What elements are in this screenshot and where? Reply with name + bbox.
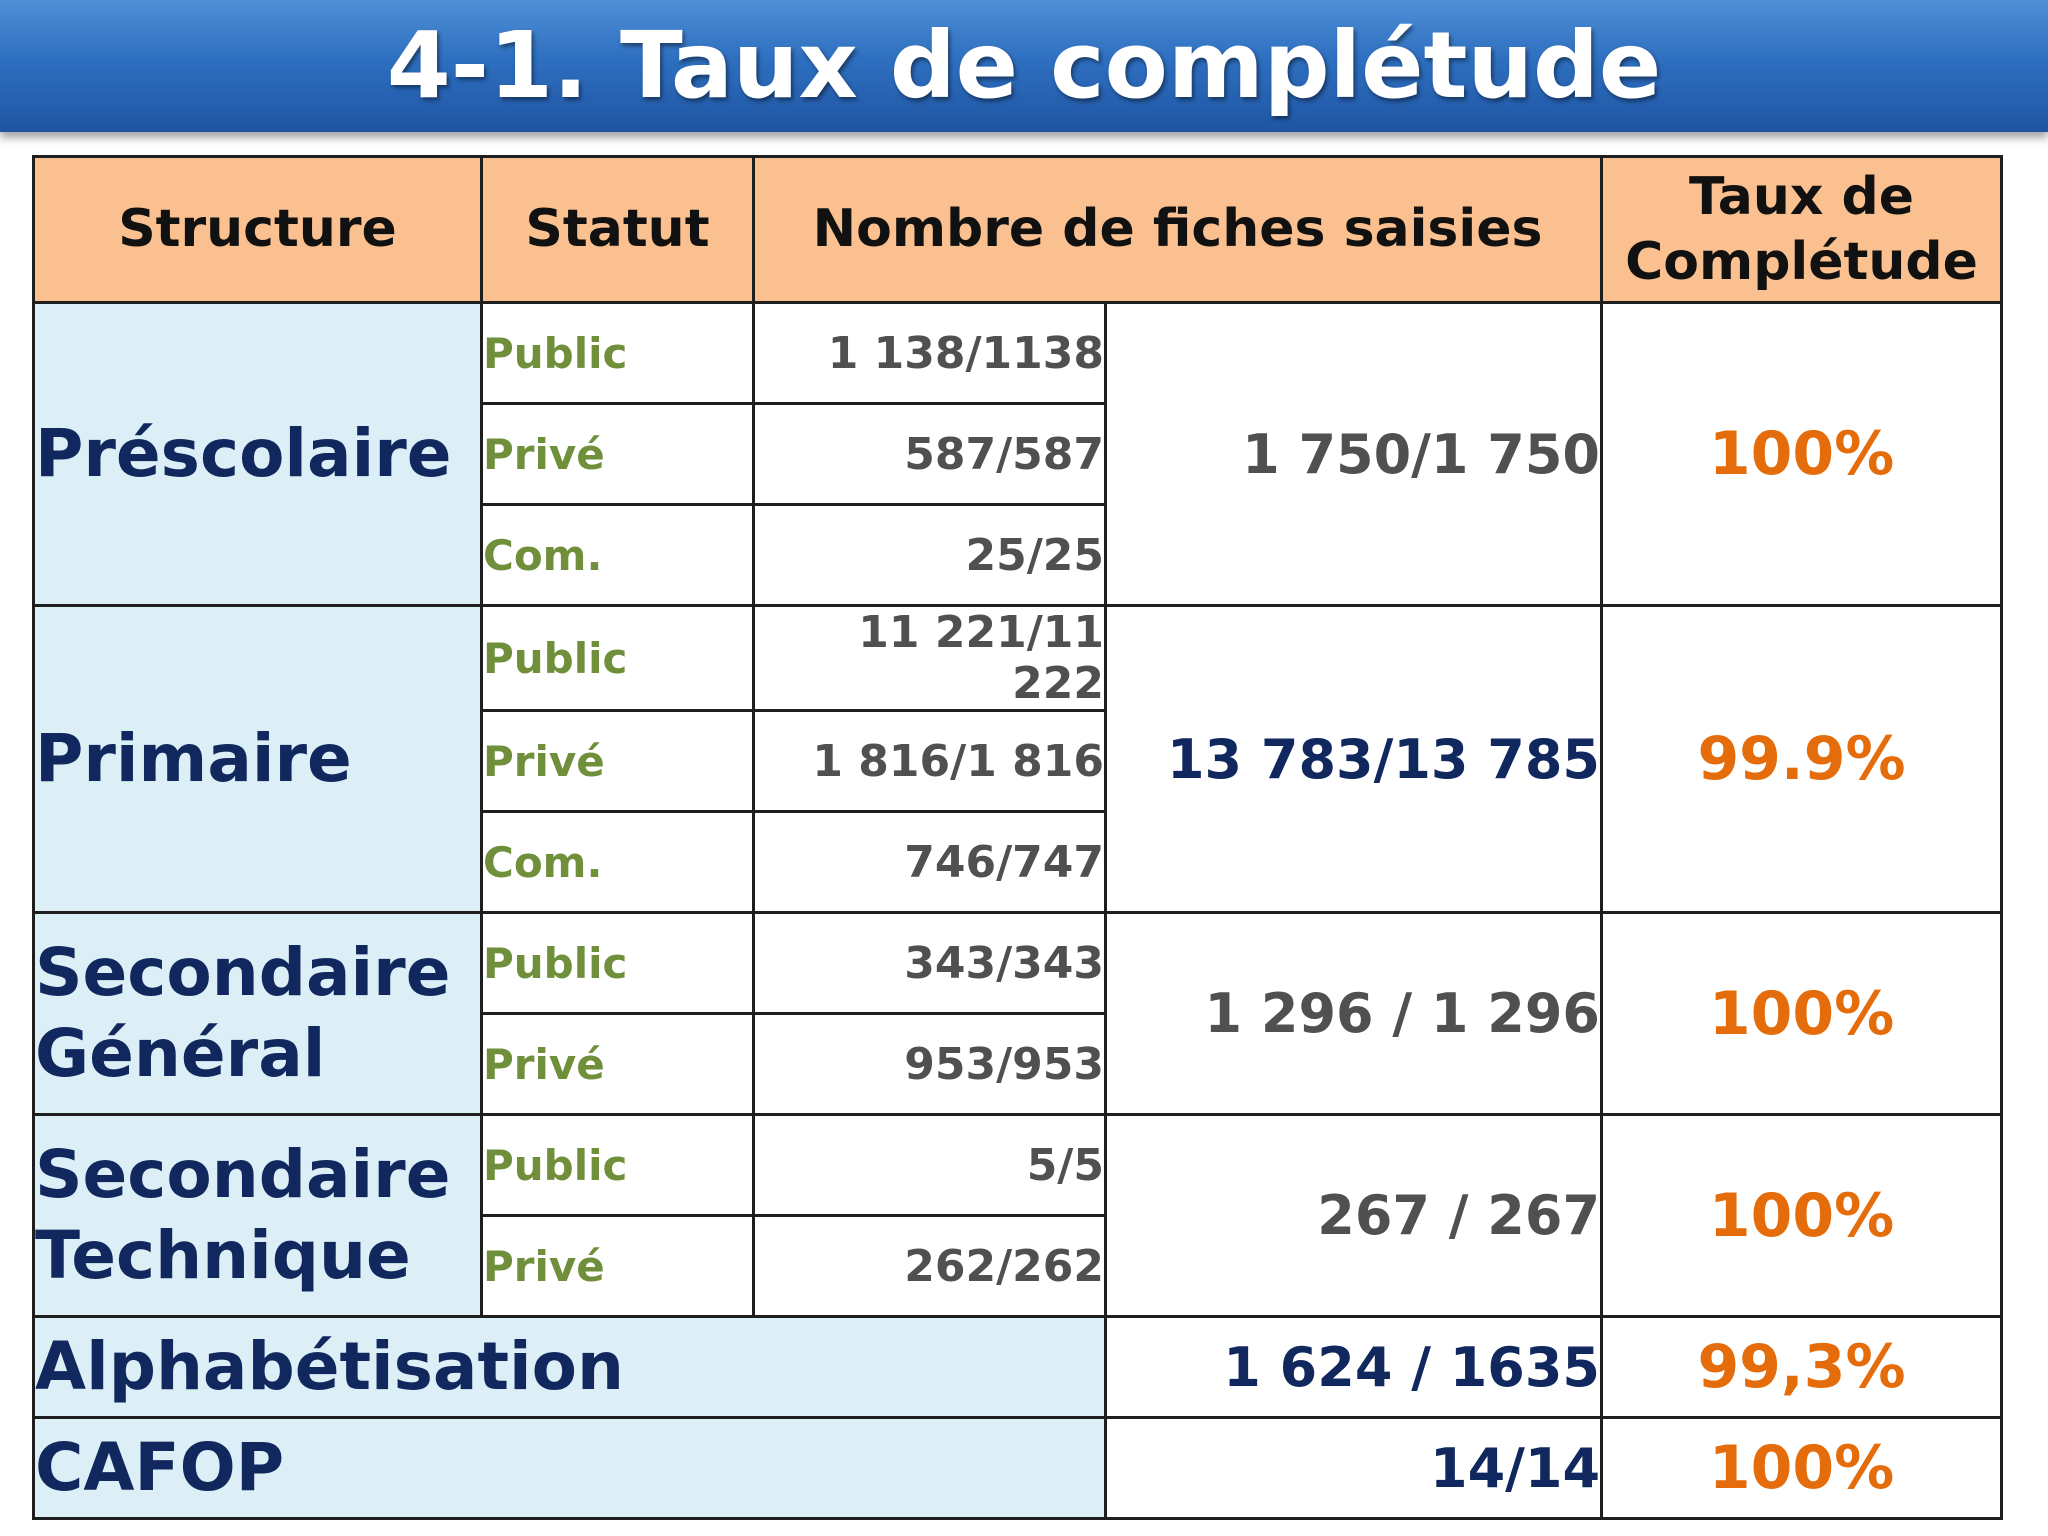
total-alphabetisation: 1 624 / 1635: [1103, 1315, 1604, 1419]
total-primaire: 13 783/13 785: [1103, 604, 1604, 914]
statut-cell: Privé: [480, 709, 755, 813]
table-row: Com. 746/747: [34, 810, 2002, 914]
statut-cell: Privé: [480, 1214, 755, 1318]
fiches-cell: 587/587: [752, 402, 1107, 506]
statut-cell: Com.: [480, 810, 755, 914]
table-row: Secondaire Général Public 343/343 1 296 …: [32, 911, 2004, 1116]
table-row: Préscolaire Public 1 138/1138 1 750/1 75…: [32, 301, 2004, 607]
structure-line: Général: [35, 1014, 326, 1092]
fiches-cell: 25/25: [752, 503, 1107, 607]
structure-line: Technique: [35, 1216, 411, 1294]
fiches-cell: 5/5: [752, 1113, 1107, 1217]
taux-prescolaire: 100%: [1600, 301, 2004, 607]
fiches-cell: 1 138/1138: [752, 301, 1107, 405]
table-row: Primaire Public 11 221/11 222 13 783/13 …: [32, 604, 2004, 914]
taux-secondaire-technique: 100%: [1600, 1113, 2004, 1318]
statut-cell: Com.: [480, 503, 755, 607]
taux-secondaire-general: 100%: [1600, 911, 2004, 1116]
statut-cell: Public: [480, 911, 755, 1015]
statut-cell: Privé: [480, 1012, 755, 1116]
page-title: 4-1. Taux de complétude: [386, 12, 1662, 119]
statut-cell: Public: [480, 1113, 755, 1217]
structure-line: Secondaire: [35, 1135, 451, 1213]
header-taux-line2: Complétude: [1625, 231, 1978, 292]
table-header-row: Structure Statut Nombre de fiches saisie…: [32, 155, 2004, 304]
statut-cell: Public: [480, 604, 755, 712]
structure-alphabetisation: Alphabétisation: [32, 1315, 1107, 1419]
taux-cafop: 100%: [1600, 1416, 2004, 1520]
total-secondaire-general: 1 296 / 1 296: [1103, 911, 1604, 1116]
table-row: Secondaire Technique Public 5/5 267 / 26…: [32, 1113, 2004, 1318]
header-fiches: Nombre de fiches saisies: [751, 155, 1604, 304]
fiches-cell: 11 221/11 222: [752, 604, 1107, 712]
header-statut: Statut: [480, 155, 755, 304]
header-taux-line1: Taux de: [1689, 166, 1915, 227]
structure-line: Secondaire: [35, 933, 451, 1011]
table-row: CAFOP 14/14 100%: [32, 1416, 2004, 1520]
fiches-cell: 1 816/1 816: [752, 709, 1107, 813]
header-taux: Taux de Complétude: [1600, 155, 2004, 304]
fiches-cell: 746/747: [752, 810, 1107, 914]
statut-cell: Public: [480, 301, 755, 405]
total-cafop: 14/14: [1103, 1416, 1604, 1520]
structure-prescolaire: Préscolaire: [32, 301, 483, 607]
table-row: Alphabétisation 1 624 / 1635 99,3%: [32, 1315, 2004, 1419]
total-secondaire-technique: 267 / 267: [1103, 1113, 1604, 1318]
taux-alphabetisation: 99,3%: [1600, 1315, 2004, 1419]
table-row: Privé 262/262: [34, 1214, 2002, 1318]
structure-cafop: CAFOP: [32, 1416, 1107, 1520]
statut-cell: Privé: [480, 402, 755, 506]
fiches-cell: 953/953: [752, 1012, 1107, 1116]
completude-table: Structure Statut Nombre de fiches saisie…: [32, 155, 2004, 1520]
table-row: Privé 953/953: [34, 1012, 2002, 1116]
table-row: Privé 1 816/1 816: [34, 709, 2002, 813]
header-structure: Structure: [32, 155, 483, 304]
fiches-cell: 343/343: [752, 911, 1107, 1015]
structure-secondaire-general: Secondaire Général: [32, 911, 483, 1116]
total-prescolaire: 1 750/1 750: [1103, 301, 1604, 607]
fiches-cell: 262/262: [752, 1214, 1107, 1318]
table-row: Privé 587/587: [34, 402, 2002, 506]
taux-primaire: 99.9%: [1600, 604, 2004, 914]
structure-secondaire-technique: Secondaire Technique: [32, 1113, 483, 1318]
table-row: Com. 25/25: [34, 503, 2002, 607]
title-bar: [0, 0, 2048, 132]
structure-primaire: Primaire: [32, 604, 483, 914]
